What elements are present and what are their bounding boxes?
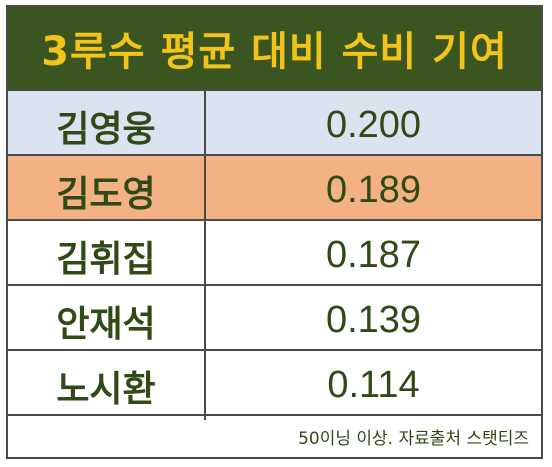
table-row: 노시환 0.114: [8, 349, 541, 420]
table-row: 김휘집 0.187: [8, 219, 541, 290]
table-row: 김도영 0.189: [8, 154, 541, 225]
player-value: 0.114: [327, 364, 420, 406]
player-name: 노시환: [8, 351, 206, 420]
ranking-table: 3루수 평균 대비 수비 기여 김영웅 0.200 김도영 0.189 김휘집 …: [6, 5, 543, 459]
table-row: 김영웅 0.200: [8, 89, 541, 160]
player-value: 0.187: [325, 234, 422, 276]
player-name: 안재석: [8, 286, 206, 355]
player-name: 김도영: [8, 156, 206, 225]
table-row: 안재석 0.139: [8, 284, 541, 355]
player-name: 김휘집: [8, 221, 206, 290]
player-name: 김영웅: [8, 91, 206, 160]
table-title: 3루수 평균 대비 수비 기여: [8, 7, 541, 89]
player-value: 0.189: [325, 169, 422, 211]
source-note: 50이닝 이상. 자료출처 스탯티즈: [8, 414, 541, 457]
player-value: 0.200: [325, 104, 422, 146]
player-value: 0.139: [325, 299, 422, 341]
